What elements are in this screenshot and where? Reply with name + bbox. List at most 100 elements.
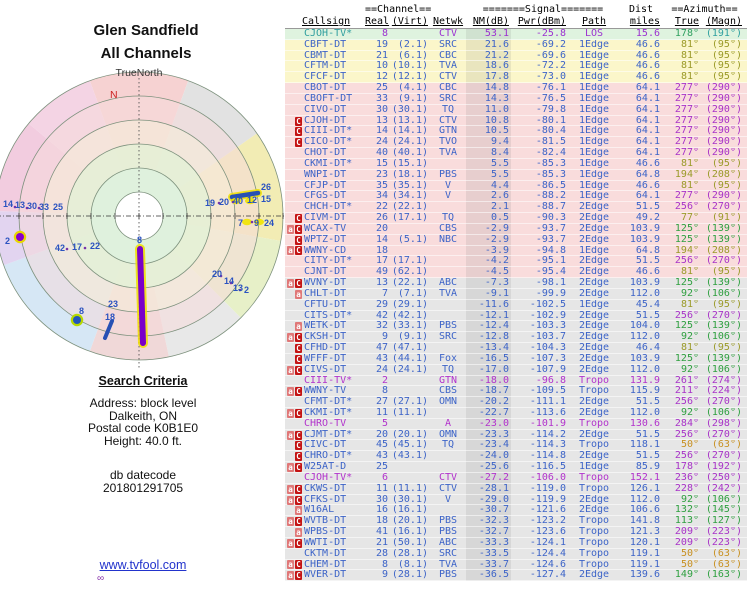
interference-flag-C: C — [295, 278, 302, 288]
azimuth-magn-cell: (139°) — [701, 354, 747, 365]
callsign-cell[interactable]: CFHD-DT — [302, 343, 365, 354]
azimuth-true-cell: 81° — [662, 300, 701, 311]
callsign-cell[interactable]: CIVC-DT — [302, 440, 365, 451]
callsign-cell[interactable]: CIVS-DT — [302, 365, 365, 376]
callsign-cell[interactable]: CJOH-TV* — [302, 29, 365, 40]
callsign-cell[interactable]: CFKS-DT — [302, 495, 365, 506]
callsign-cell[interactable]: CKSH-DT — [302, 332, 365, 343]
path-cell: 1Edge — [568, 51, 620, 62]
callsign-cell[interactable]: CFJP-DT — [302, 181, 365, 192]
virtual-channel-cell: (27.1) — [391, 397, 428, 408]
callsign-cell[interactable]: CIVM-DT — [302, 213, 365, 224]
plot-channel-label: 12 — [247, 195, 257, 205]
noise-margin-cell: 10.8 — [466, 115, 511, 127]
interference-flag-a: a — [287, 333, 294, 343]
callsign-cell[interactable]: CITS-DT* — [302, 311, 365, 322]
table-row: CFTM-DT 10 (10.1) TVA 18.6 -72.2 1Edge 46.6 81°(… — [285, 61, 747, 73]
callsign-cell[interactable]: WWTI-DT — [302, 538, 365, 549]
noise-margin-cell: -7.3 — [466, 278, 511, 289]
callsign-cell[interactable]: CBOFT-DT — [302, 94, 365, 105]
callsign-cell[interactable]: WVTB-DT — [302, 516, 365, 527]
callsign-cell[interactable]: CHRO-DT* — [302, 451, 365, 462]
callsign-cell[interactable]: CJOH-DT — [302, 116, 365, 127]
table-row: CHCH-DT* 22 (22.1) 2.1 -88.7 2Edge 51.5 256° (27… — [285, 202, 747, 214]
callsign-cell[interactable]: CHLT-DT — [302, 289, 365, 300]
interference-flag-a: a — [287, 246, 294, 256]
interference-flag-a: a — [287, 517, 294, 527]
callsign-cell[interactable]: WPBS-DT — [302, 527, 365, 538]
callsign-cell[interactable]: CKWS-DT — [302, 484, 365, 495]
virtual-channel-cell: (20.1) — [391, 516, 428, 527]
callsign-cell[interactable]: CBOT-DT — [302, 83, 365, 94]
callsign-cell[interactable]: WVNY-DT — [302, 278, 365, 289]
callsign-cell[interactable]: CFTM-DT — [302, 61, 365, 72]
power-cell: -101.9 — [511, 419, 568, 430]
path-cell: Tropo — [568, 386, 620, 397]
callsign-cell[interactable]: WETK-DT — [302, 321, 365, 332]
tvfool-link[interactable]: www.tvfool.com — [99, 558, 187, 572]
interference-flag-a: a — [287, 224, 294, 234]
azimuth-magn-cell: (139°) — [701, 235, 747, 246]
table-row: CIVO-DT 30 (30.1) TQ 11.0 -79.8 1Edge 64.1 277°(… — [285, 104, 747, 116]
callsign-cell[interactable]: WWNY-CD — [302, 246, 365, 257]
callsign-cell[interactable]: WWNY-TV — [302, 386, 365, 397]
callsign-cell[interactable]: CHRO-TV — [302, 419, 365, 430]
callsign-cell[interactable]: CIVO-DT — [302, 105, 365, 116]
callsign-cell[interactable]: WPTZ-DT — [302, 235, 365, 246]
callsign-cell[interactable]: CKMI-DT* — [302, 159, 365, 170]
interference-flag-a: a — [295, 289, 302, 299]
table-row: C CHRO-DT* 43 (43.1) -24.0 -114.8 2Edge 51.5 256… — [285, 451, 747, 463]
callsign-cell[interactable]: CJNT-DT — [302, 267, 365, 278]
callsign-cell[interactable]: CIII-TV* — [302, 376, 365, 387]
callsign-cell[interactable]: CIII-DT* — [302, 126, 365, 137]
callsign-cell[interactable]: WFFF-DT — [302, 354, 365, 365]
callsign-cell[interactable]: CKTM-DT — [302, 549, 365, 560]
callsign-cell[interactable]: CFGS-DT — [302, 191, 365, 202]
distance-cell: 103.9 — [620, 354, 662, 365]
address-line: Address: block level — [89, 396, 197, 410]
compass-north-label: N — [110, 89, 118, 101]
flag-cell: C — [285, 235, 302, 246]
path-cell: Tropo — [568, 440, 620, 451]
callsign-cell[interactable]: CHEM-DT — [302, 560, 365, 571]
real-channel-cell: 32 — [365, 321, 390, 332]
callsign-cell[interactable]: W25AT-D — [302, 462, 365, 473]
virtual-channel-cell: (43.1) — [391, 451, 428, 462]
azimuth-magn-cell: (106°) — [701, 408, 747, 419]
virtual-channel-cell: (10.1) — [391, 61, 428, 72]
table-row: a CHLT-DT 7 (7.1) TVA -9.1 -99.9 2Edge 112.0 92°(… — [285, 288, 747, 300]
power-cell: -124.1 — [511, 538, 568, 549]
azimuth-magn-cell: (290°) — [701, 105, 747, 116]
callsign-cell[interactable]: CJOH-TV* — [302, 473, 365, 484]
virtual-channel-cell: (9.1) — [390, 332, 430, 343]
power-cell: -123.6 — [511, 527, 568, 538]
azimuth-magn-cell: (298°) — [701, 419, 747, 430]
callsign-cell[interactable]: WVER-DT — [302, 570, 365, 581]
flag-cell: C — [285, 116, 302, 127]
distance-cell: 64.1 — [620, 148, 662, 159]
callsign-cell[interactable]: CFMT-DT* — [302, 397, 365, 408]
callsign-cell[interactable]: CFTU-DT — [302, 300, 365, 311]
callsign-cell[interactable]: CICO-DT* — [302, 137, 365, 148]
real-channel-cell: 24 — [365, 137, 390, 148]
distance-cell: 64.1 — [620, 105, 662, 116]
callsign-cell[interactable]: CBMT-DT — [302, 51, 365, 62]
table-row: CBOFT-DT 33 (9.1) SRC 14.3 -76.5 1Edge 64.1 277°… — [285, 93, 747, 105]
callsign-cell[interactable]: CJMT-DT* — [302, 430, 365, 441]
callsign-cell[interactable]: CITY-DT* — [302, 256, 365, 267]
noise-margin-cell: 5.5 — [466, 158, 511, 170]
path-cell: 1Edge — [568, 191, 620, 202]
callsign-cell[interactable]: CFCF-DT — [302, 72, 365, 83]
azimuth-magn-cell: (95°) — [701, 159, 747, 170]
callsign-cell[interactable]: CHCH-DT* — [302, 202, 365, 213]
plot-channel-label: 14 — [224, 276, 234, 286]
azimuth-magn-cell: (270°) — [701, 451, 747, 462]
real-channel-cell: 28 — [365, 549, 390, 560]
callsign-cell[interactable]: CKMI-DT* — [302, 408, 365, 419]
callsign-cell[interactable]: CHOT-DT — [302, 148, 365, 159]
callsign-cell[interactable]: WNPI-DT — [302, 170, 365, 181]
callsign-cell[interactable]: CBFT-DT — [302, 40, 365, 51]
callsign-cell[interactable]: W16AL — [302, 505, 365, 516]
callsign-cell[interactable]: WCAX-TV — [302, 224, 365, 235]
table-row: a C CKMI-DT* 11 (11.1) -22.7 -113.6 2Edge 112.0 9… — [285, 407, 747, 419]
